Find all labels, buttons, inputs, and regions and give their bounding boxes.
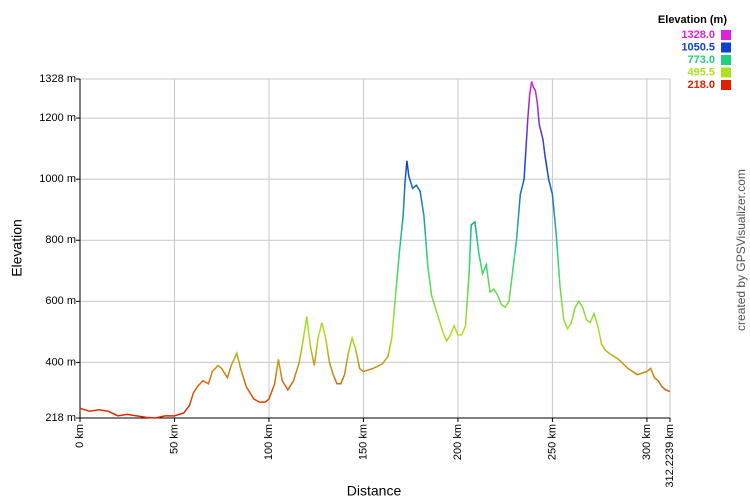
legend-swatch: [721, 30, 731, 40]
x-tick-label: 250 km: [546, 424, 558, 460]
y-tick-label: 400 m: [45, 356, 76, 368]
x-tick-label: 100 km: [263, 424, 275, 460]
y-tick-label: 1328 m: [39, 73, 76, 85]
y-tick-label: 218 m: [45, 412, 76, 424]
y-tick-label: 600 m: [45, 295, 76, 307]
legend-label: 218.0: [687, 79, 715, 91]
x-tick-label: 150 km: [357, 424, 369, 460]
y-axis-title: Elevation: [9, 219, 25, 277]
y-tick-label: 1200 m: [39, 112, 76, 124]
legend-swatch: [721, 80, 731, 90]
elevation-line: [79, 81, 671, 419]
x-axis-title: Distance: [347, 483, 402, 499]
legend-label: 773.0: [687, 54, 715, 66]
x-tick-label: 312.2239 km: [664, 424, 676, 488]
x-tick-label: 0 km: [74, 424, 86, 448]
y-tick-label: 1000 m: [39, 173, 76, 185]
legend-swatch: [721, 67, 731, 78]
y-tick-label: 800 m: [45, 234, 76, 246]
x-tick-label: 200 km: [452, 424, 464, 460]
legend-swatch: [721, 55, 731, 65]
credit: created by GPSVisualizer.com: [734, 169, 748, 331]
x-tick-label: 300 km: [641, 424, 653, 460]
legend-title: Elevation (m): [658, 14, 727, 26]
legend-swatch: [721, 42, 731, 53]
x-tick-label: 50 km: [168, 424, 180, 454]
legend-label: 1050.5: [681, 41, 715, 53]
legend-label: 1328.0: [681, 29, 715, 41]
legend-label: 495.5: [687, 66, 715, 78]
